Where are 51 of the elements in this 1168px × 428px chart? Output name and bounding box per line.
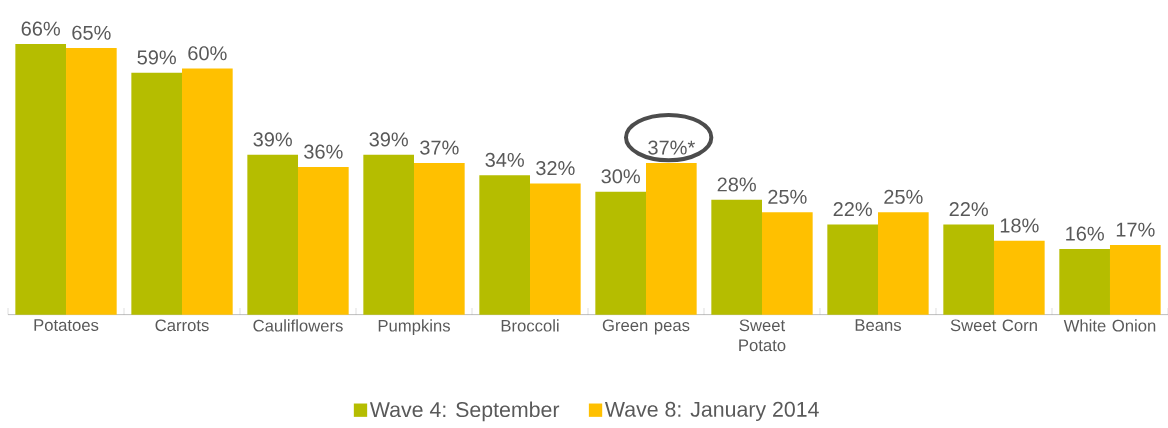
bar bbox=[878, 212, 929, 315]
data-label: 30% bbox=[601, 169, 640, 184]
bar bbox=[595, 191, 646, 315]
data-label: 25% bbox=[884, 189, 923, 204]
data-label: 34% bbox=[485, 152, 524, 167]
x-tick-label: Potatoes bbox=[34, 319, 99, 331]
bar bbox=[711, 199, 762, 315]
bar bbox=[993, 240, 1045, 315]
data-label: 65% bbox=[72, 25, 111, 40]
data-label: 37% bbox=[420, 140, 459, 155]
bar bbox=[182, 68, 233, 315]
data-label: 22% bbox=[833, 202, 872, 217]
x-tick-label: Carrots bbox=[155, 319, 209, 332]
bar bbox=[247, 154, 299, 315]
data-label: 28% bbox=[717, 177, 756, 192]
bar bbox=[943, 224, 994, 315]
bar bbox=[66, 48, 117, 315]
x-tick-label: Beans bbox=[855, 319, 902, 331]
legend-label: Wave 8: January 2014 bbox=[604, 401, 819, 422]
bar bbox=[827, 224, 878, 315]
x-tick-label: Sweet Potato bbox=[739, 319, 786, 352]
data-label: 18% bbox=[1000, 218, 1039, 233]
x-tick-label: Cauliflowers bbox=[253, 319, 343, 332]
bar bbox=[762, 212, 813, 315]
bar bbox=[298, 167, 349, 315]
data-label: 17% bbox=[1116, 222, 1155, 237]
data-label: 59% bbox=[137, 50, 176, 65]
bar bbox=[15, 44, 67, 315]
legend-label: Wave 4: September bbox=[369, 401, 560, 422]
x-tick-label: Sweet Corn bbox=[950, 319, 1037, 332]
data-label: 39% bbox=[253, 132, 292, 147]
data-label: 22% bbox=[949, 202, 988, 217]
x-tick-label: Green peas bbox=[602, 319, 690, 335]
data-label: 16% bbox=[1066, 226, 1104, 241]
bar bbox=[1059, 249, 1110, 315]
x-tick-label: Broccoli bbox=[501, 319, 559, 332]
data-label: 25% bbox=[768, 189, 807, 204]
data-label: 32% bbox=[536, 161, 575, 176]
bar bbox=[131, 72, 183, 315]
data-label: 37%* bbox=[648, 140, 695, 155]
data-label: 39% bbox=[369, 132, 408, 147]
x-tick-label: White Onion bbox=[1063, 319, 1156, 332]
data-label: 60% bbox=[188, 46, 227, 61]
data-label: 36% bbox=[304, 144, 343, 159]
bar bbox=[530, 183, 581, 315]
data-label: 66% bbox=[21, 21, 60, 36]
bar bbox=[414, 162, 465, 315]
x-tick-label: Pumpkins bbox=[378, 319, 450, 335]
bar bbox=[363, 154, 415, 315]
bar bbox=[479, 175, 531, 315]
bar bbox=[1109, 244, 1161, 315]
